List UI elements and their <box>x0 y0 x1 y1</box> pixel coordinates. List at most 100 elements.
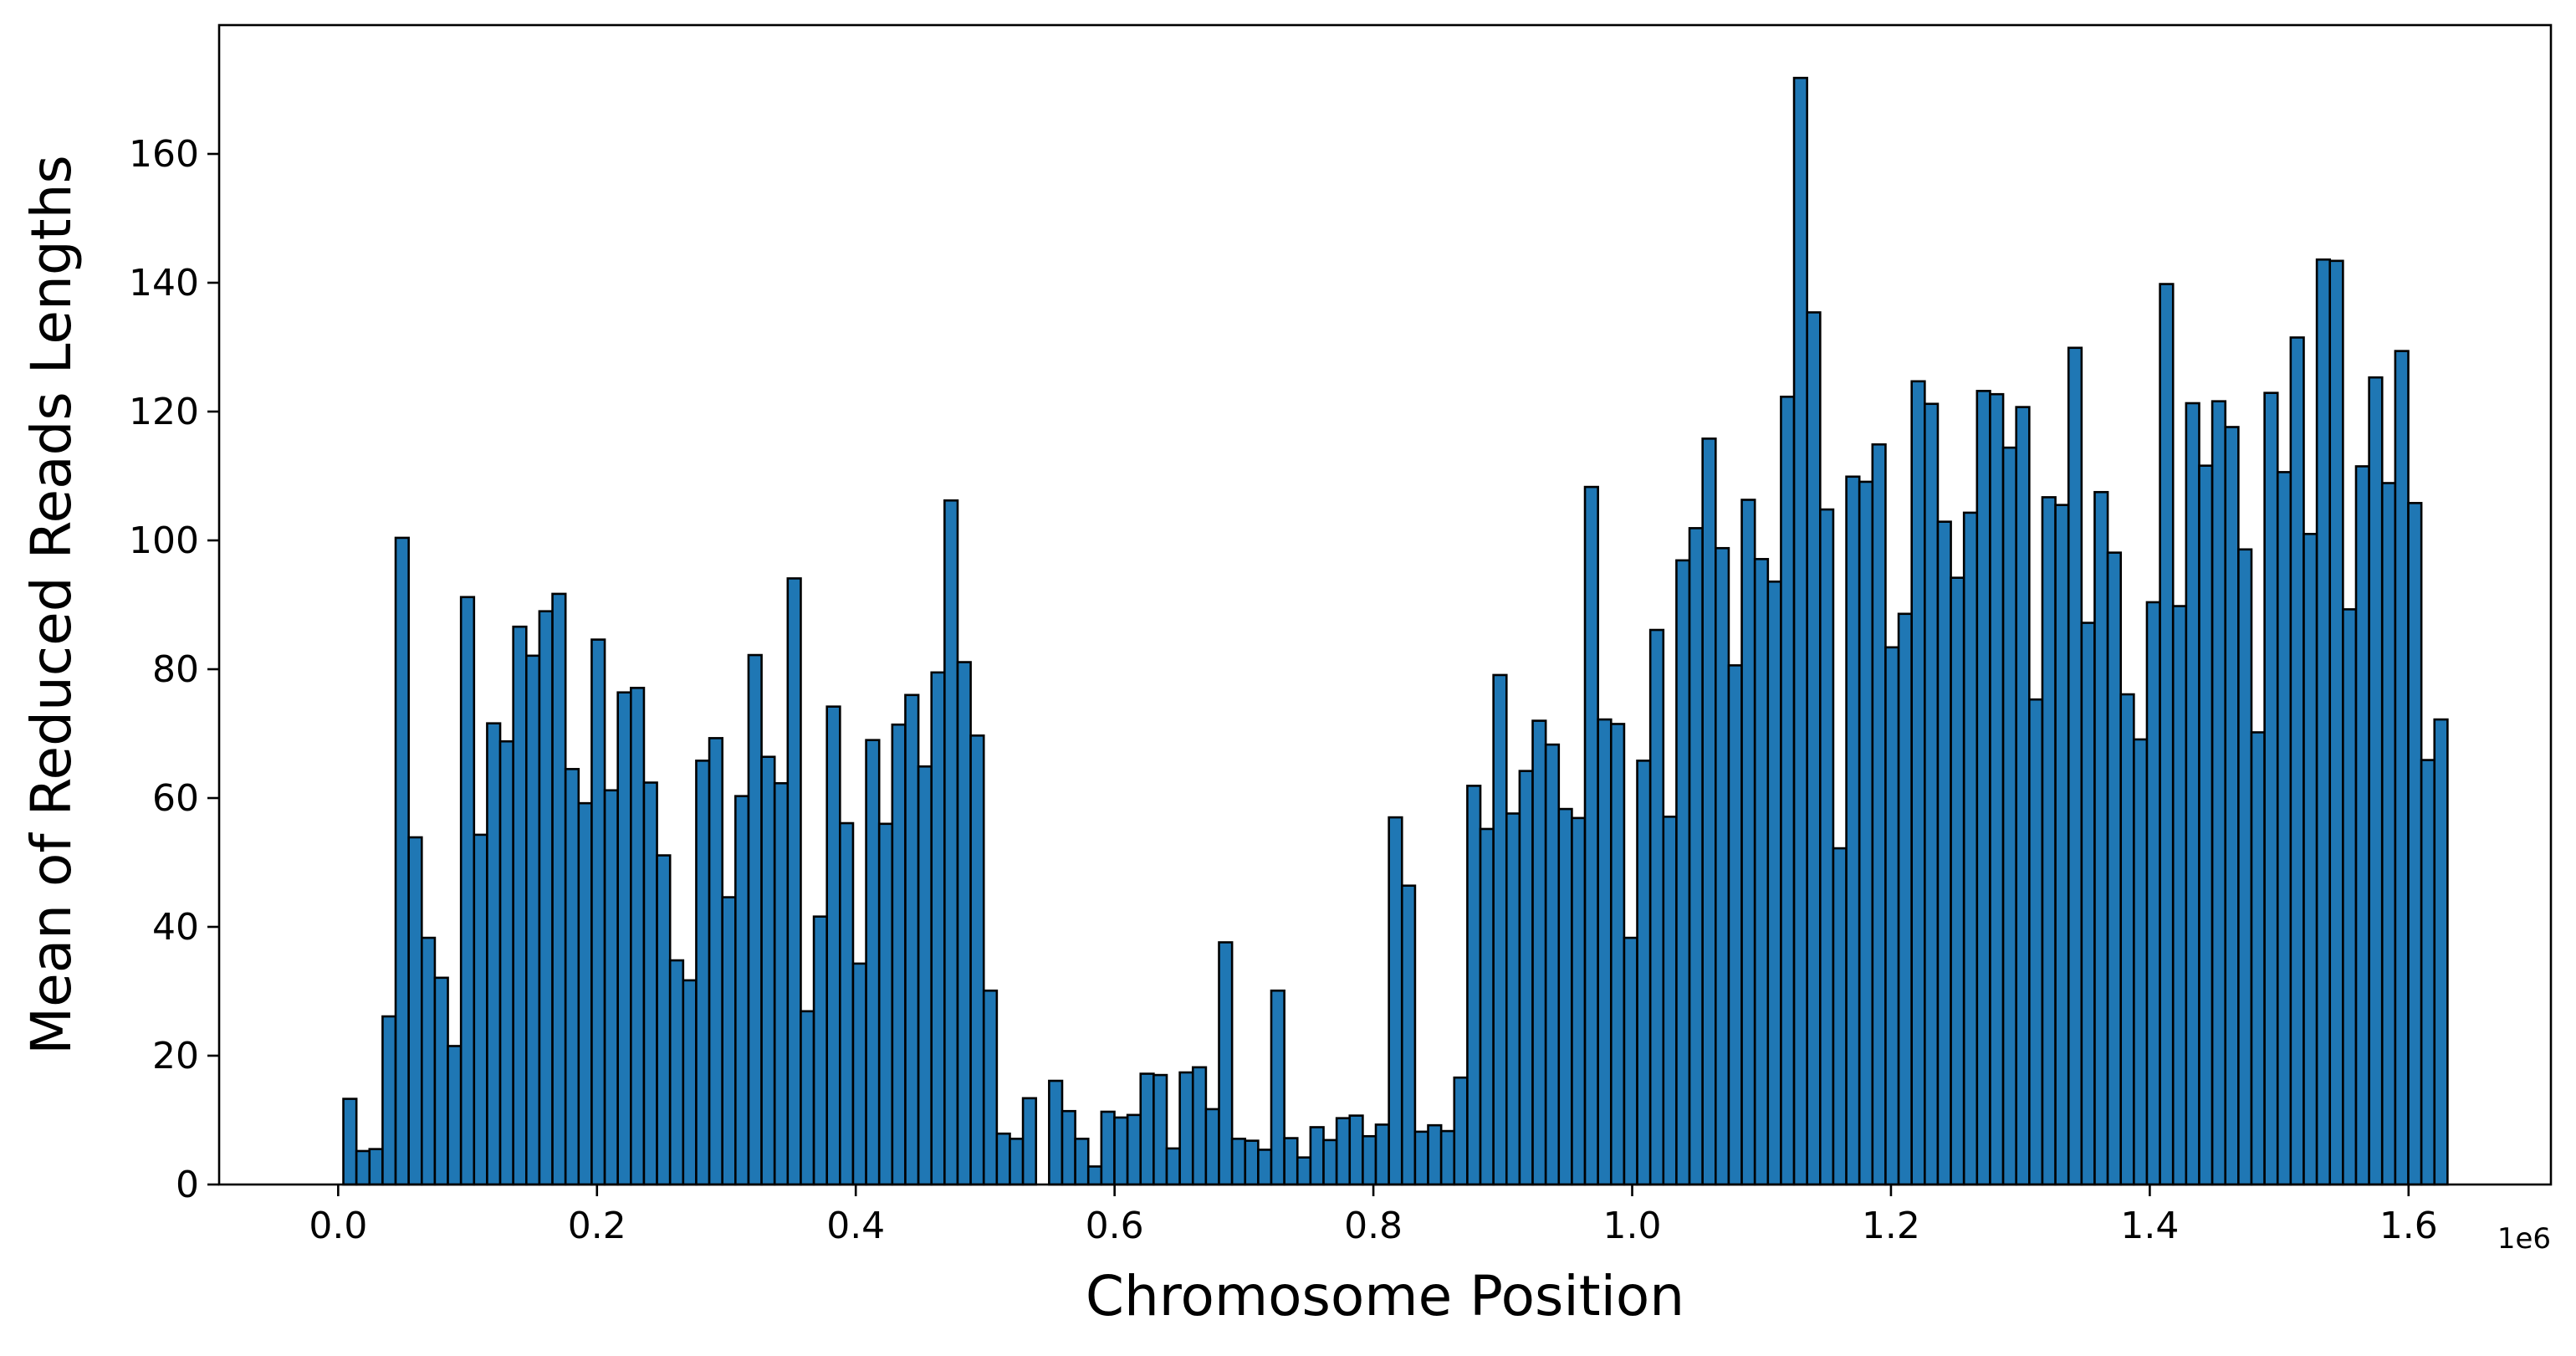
bar <box>1950 576 1965 1186</box>
bar <box>1165 1147 1181 1186</box>
bar <box>473 833 488 1186</box>
x-tick-label: 1.4 <box>2120 1205 2179 1247</box>
bar <box>1427 1123 1443 1186</box>
bar <box>564 768 580 1186</box>
bar <box>642 781 658 1186</box>
bar <box>956 661 972 1186</box>
plot-frame <box>217 23 2553 1186</box>
bar <box>1975 390 1991 1186</box>
bar <box>1531 719 1547 1186</box>
bar <box>1413 1130 1429 1186</box>
bar <box>342 1098 358 1186</box>
x-axis-offset-label: 1e6 <box>2497 1222 2551 1256</box>
bar <box>865 739 881 1186</box>
bar <box>1845 475 1861 1186</box>
bar <box>1727 664 1743 1186</box>
bar <box>1009 1138 1025 1186</box>
bar <box>917 765 933 1186</box>
bar <box>2263 391 2279 1186</box>
x-axis-label: Chromosome Position <box>1086 1264 1684 1328</box>
bar <box>459 596 476 1186</box>
bar <box>2093 490 2109 1186</box>
bar <box>2380 482 2397 1186</box>
bar <box>2041 496 2057 1186</box>
bar <box>2420 759 2436 1186</box>
y-tick-label: 20 <box>152 1035 199 1077</box>
bar <box>1505 812 1521 1186</box>
bar <box>2028 698 2044 1186</box>
y-tick-label: 0 <box>176 1164 199 1206</box>
bar <box>1086 1165 1103 1186</box>
bar <box>1296 1156 1312 1186</box>
bar <box>656 854 672 1186</box>
y-tick-label: 100 <box>129 519 199 562</box>
bar <box>420 936 437 1186</box>
bar <box>1806 311 1822 1186</box>
bar <box>1989 392 2005 1186</box>
bar <box>2001 446 2018 1186</box>
bar <box>1792 76 1808 1186</box>
bar <box>695 760 711 1186</box>
bar <box>1178 1071 1194 1186</box>
bar <box>1623 936 1638 1186</box>
bar <box>1648 628 1665 1186</box>
y-axis-label: Mean of Reduced Reads Lengths <box>19 155 84 1055</box>
y-axis-ticks: 0 20 40 60 80 100 120 140 160 <box>129 133 219 1206</box>
bar <box>1126 1113 1142 1186</box>
bar <box>1139 1072 1155 1186</box>
bar <box>812 915 829 1186</box>
bar <box>2342 608 2358 1186</box>
bar <box>368 1148 384 1186</box>
bar <box>512 625 528 1186</box>
y-tick-label: 40 <box>152 906 199 949</box>
bar <box>2133 738 2149 1186</box>
bar <box>995 1132 1011 1186</box>
bar <box>538 610 554 1186</box>
bar <box>1715 546 1730 1186</box>
bar <box>381 1015 397 1186</box>
bar <box>1636 760 1652 1186</box>
x-tick-label: 1.2 <box>1862 1205 1920 1247</box>
bar <box>773 781 790 1186</box>
bar <box>2159 283 2175 1186</box>
bar <box>2276 471 2292 1186</box>
bar <box>2237 548 2253 1186</box>
bar <box>1257 1149 1273 1186</box>
bar <box>1688 527 1704 1186</box>
bar <box>616 691 632 1186</box>
bar <box>394 536 410 1186</box>
bar <box>447 1045 463 1186</box>
bar <box>1309 1126 1325 1186</box>
bar <box>1218 941 1234 1186</box>
bar <box>1479 827 1495 1186</box>
bar <box>708 737 724 1186</box>
bar <box>1074 1138 1090 1186</box>
bar <box>786 577 802 1186</box>
x-tick-label: 0.6 <box>1086 1205 1144 1247</box>
x-tick-label: 1.6 <box>2379 1205 2438 1247</box>
bar <box>551 592 567 1186</box>
bar <box>2224 426 2240 1186</box>
bar <box>1740 499 1756 1186</box>
bar <box>2250 731 2266 1186</box>
bar <box>1244 1139 1260 1186</box>
y-tick-label: 80 <box>152 648 199 691</box>
bar <box>2315 258 2332 1186</box>
bar <box>2185 402 2200 1186</box>
bar <box>930 671 946 1186</box>
bar <box>1962 511 1979 1186</box>
bar <box>524 654 541 1186</box>
bar <box>1832 847 1848 1186</box>
bar <box>590 638 606 1186</box>
bar <box>1230 1138 1247 1186</box>
bar <box>1597 718 1613 1186</box>
bar <box>2407 502 2423 1186</box>
bar <box>668 959 685 1186</box>
bar <box>1061 1109 1076 1186</box>
bar <box>407 836 423 1186</box>
bar <box>1544 743 1561 1186</box>
bar <box>1439 1129 1456 1186</box>
bar <box>1662 816 1678 1186</box>
bar <box>1453 1076 1469 1186</box>
